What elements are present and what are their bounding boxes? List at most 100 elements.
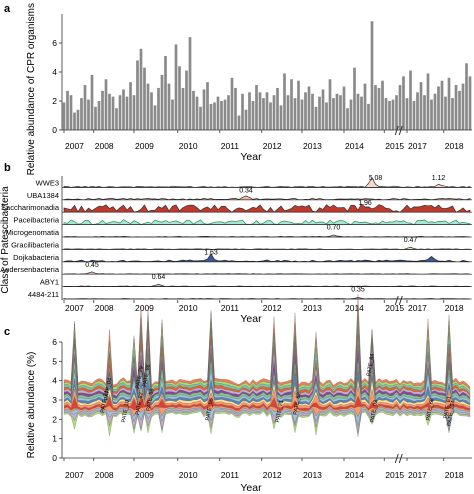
bar: [209, 103, 213, 130]
series-label: Paceibacteria: [14, 216, 60, 225]
bar: [132, 95, 136, 130]
bar: [269, 102, 272, 130]
y-tick-label: 5: [52, 356, 57, 366]
bar: [157, 87, 160, 130]
x-tick-label: 2018: [445, 141, 464, 151]
bar: [395, 95, 398, 130]
bar: [465, 63, 468, 130]
bar: [160, 74, 164, 130]
bar: [426, 73, 430, 130]
stream-layer: [63, 294, 471, 390]
bar: [335, 93, 339, 130]
bar: [367, 103, 370, 130]
bar: [300, 99, 304, 130]
series-label: Microgenomatia: [6, 228, 60, 237]
bar: [440, 80, 444, 130]
bar: [108, 93, 111, 130]
peak-annotation: 0.47: [404, 237, 418, 244]
bar: [363, 83, 367, 130]
x-tick-label: 2013: [303, 303, 322, 313]
x-tick-label: 2012: [263, 470, 282, 480]
x-tick-label: 2013: [303, 141, 322, 151]
x-tick-label: 2014: [345, 470, 364, 480]
series-label: ABY1: [40, 278, 59, 287]
axis-break-mark: [394, 125, 403, 136]
x-tick-label: 2010: [179, 470, 198, 480]
stream-label: PATE_62: [293, 392, 303, 415]
bar: [437, 86, 440, 130]
bar: [192, 90, 195, 130]
axis-break-mark: [394, 295, 403, 306]
x-tick-label: 2018: [445, 303, 464, 313]
bar: [349, 99, 353, 130]
bar: [230, 77, 234, 130]
stream-label: PATE_82: [135, 392, 145, 415]
y-tick-label: 4: [52, 67, 57, 77]
bar: [328, 79, 332, 130]
bar: [360, 96, 363, 130]
x-tick-label: 2012: [263, 141, 282, 151]
bar: [150, 92, 153, 130]
panel-label-b: b: [4, 162, 11, 174]
track-area: [63, 203, 471, 213]
bar: [227, 95, 230, 130]
stream-label: PATE_56: [146, 388, 156, 411]
peak-annotation: 0.35: [351, 287, 365, 294]
bar: [419, 82, 423, 130]
peak-annotation: 0.34: [239, 187, 253, 194]
bar: [234, 87, 237, 130]
y-tick-label: 1: [52, 434, 57, 444]
panel-c-y-axis-label: Relative abundance (%): [26, 352, 37, 459]
bar: [451, 98, 454, 130]
bar: [374, 85, 377, 130]
bar: [398, 85, 402, 130]
y-tick-label: 0: [52, 125, 57, 135]
bar: [125, 96, 129, 130]
bar: [188, 37, 192, 131]
stream-label: PATE_134: [446, 400, 456, 426]
bar: [405, 98, 409, 130]
bar: [416, 92, 419, 130]
bar: [101, 90, 104, 130]
bar: [311, 93, 314, 130]
peak-annotation: 0.45: [85, 262, 99, 269]
bar: [430, 99, 433, 130]
x-tick-label: 2009: [135, 470, 154, 480]
x-tick-label: 2009: [135, 303, 154, 313]
bar: [339, 95, 342, 130]
y-tick-label: 4: [52, 376, 57, 386]
stream-label: PATE_10: [121, 400, 131, 423]
bar: [62, 102, 66, 130]
series-label: WWE3: [36, 178, 59, 187]
x-tick-label: 2014: [345, 141, 364, 151]
track-area: [63, 253, 471, 263]
bar: [69, 95, 73, 130]
panel-b-tracks: WWE3 5.08 1.12 UBA1384 0.34 Saccharimonadia 1.…: [0, 175, 472, 313]
x-tick-label: 2008: [95, 141, 114, 151]
bar: [381, 80, 384, 130]
peak-annotation: 1.12: [432, 175, 446, 182]
bar: [461, 83, 465, 130]
x-tick-label: 2015: [385, 303, 404, 313]
bar: [458, 90, 461, 130]
peak-annotation: 0.64: [152, 274, 166, 281]
y-tick-label: 6: [52, 38, 57, 48]
bar: [342, 86, 346, 130]
bar: [423, 95, 426, 130]
bar: [199, 106, 202, 130]
peak-annotation: 0.70: [327, 225, 341, 232]
bar: [356, 93, 360, 130]
panel-b-y-axis-label: Class of Patescibacteria: [0, 186, 11, 294]
series-label: UBA1384: [27, 191, 59, 200]
bar: [129, 82, 132, 130]
bar: [143, 67, 146, 130]
stream-layer: [63, 409, 471, 437]
panel-a-y-axis-label: Relative abundance of CPR organisms (%): [26, 0, 37, 175]
axis-break-mark: [394, 453, 403, 464]
bar: [94, 106, 97, 130]
track-area: [63, 219, 471, 226]
bar: [80, 98, 83, 130]
peak-annotation: 1.63: [204, 249, 218, 256]
bar: [220, 101, 223, 130]
bar: [412, 101, 416, 130]
